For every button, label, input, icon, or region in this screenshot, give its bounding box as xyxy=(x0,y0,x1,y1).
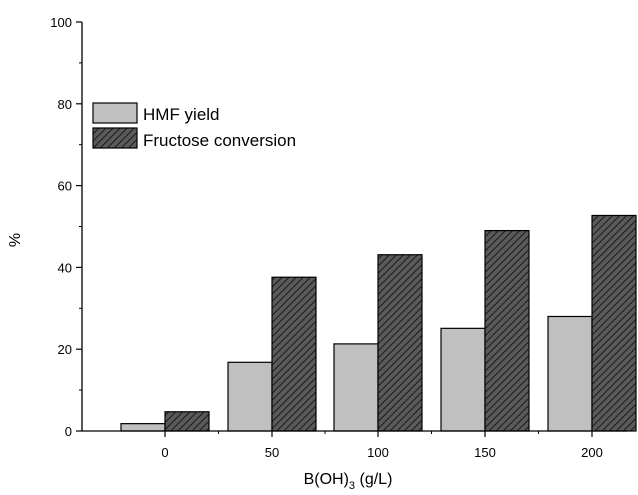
bar-hmf-yield-100 xyxy=(333,343,379,432)
bar-fructose-conversion-200 xyxy=(591,214,637,432)
bar-fructose-conversion-50 xyxy=(271,276,317,432)
x-axis-title-main: B(OH) xyxy=(304,471,349,488)
legend-label-hmf-yield: HMF yield xyxy=(143,105,220,124)
bar-hmf-yield-200 xyxy=(547,315,593,432)
x-tick-label-200: 200 xyxy=(581,445,603,460)
bar-hmf-yield-150 xyxy=(440,327,486,432)
bar-hmf-yield-0 xyxy=(120,423,166,432)
legend-swatch-hmf-yield xyxy=(92,102,138,124)
legend-swatch-fructose-conversion xyxy=(92,127,138,149)
y-ticks-group: 0 20 40 60 80 100 xyxy=(50,15,82,439)
x-tick-label-0: 0 xyxy=(161,445,168,460)
bar-fructose-conversion-150 xyxy=(484,229,530,432)
x-tick-label-100: 100 xyxy=(367,445,389,460)
bars-group xyxy=(120,214,637,432)
bar-fructose-conversion-0 xyxy=(164,411,210,432)
y-tick-label-20: 20 xyxy=(58,342,72,357)
x-tick-label-150: 150 xyxy=(474,445,496,460)
x-axis-title: B(OH)3 (g/L) xyxy=(304,471,393,492)
y-tick-label-100: 100 xyxy=(50,15,72,30)
x-axis-title-subscript: 3 xyxy=(349,480,355,492)
legend-label-fructose-conversion: Fructose conversion xyxy=(143,131,296,150)
bar-hmf-yield-50 xyxy=(227,361,273,432)
bar-fructose-conversion-100 xyxy=(377,254,423,432)
y-tick-label-80: 80 xyxy=(58,97,72,112)
y-tick-label-60: 60 xyxy=(58,179,72,194)
x-ticks-group: 0 50 100 150 200 xyxy=(161,431,603,460)
legend: HMF yield Fructose conversion xyxy=(92,102,296,150)
y-tick-label-40: 40 xyxy=(58,260,72,275)
x-tick-label-50: 50 xyxy=(265,445,279,460)
y-axis-title: % xyxy=(7,233,24,247)
y-tick-label-0: 0 xyxy=(65,424,72,439)
x-axis-title-unit: (g/L) xyxy=(355,471,392,488)
